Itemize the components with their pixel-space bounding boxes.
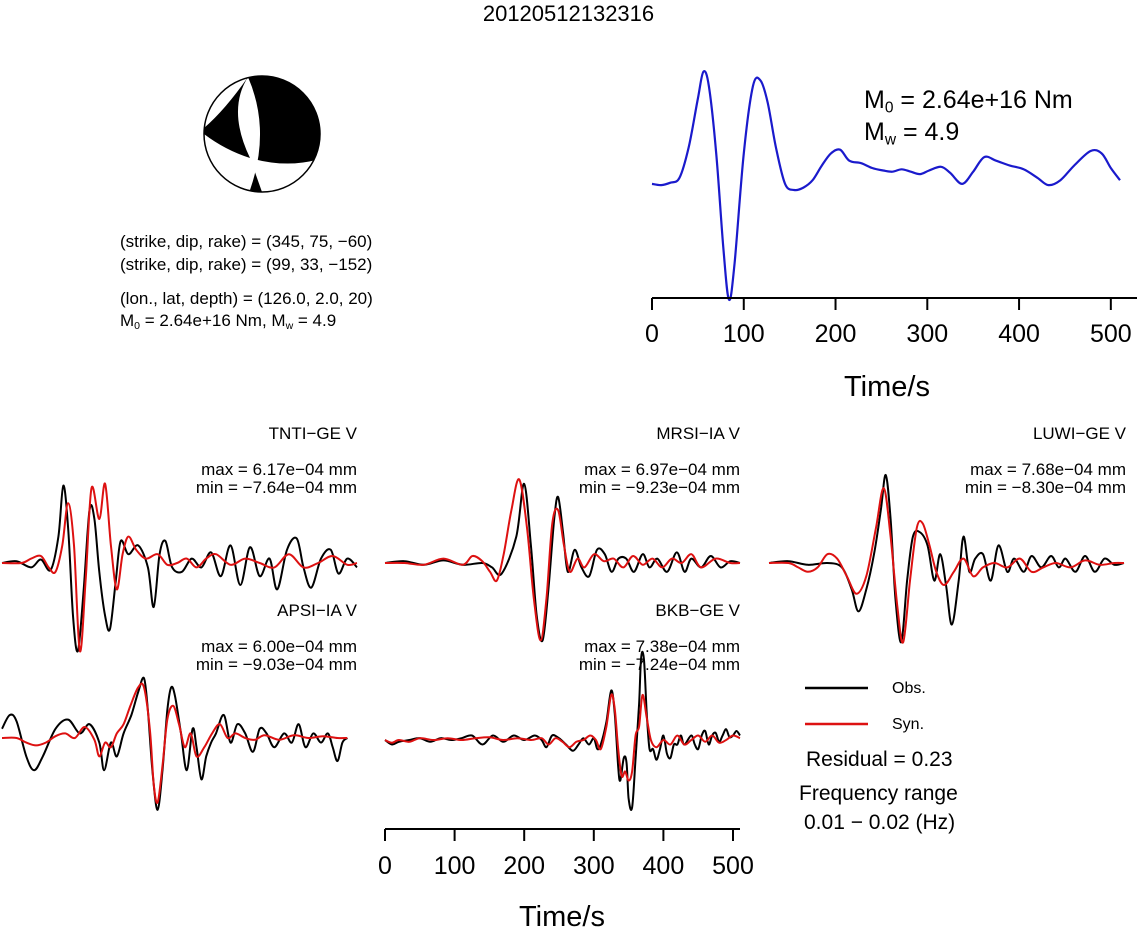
hypocenter-line: (lon., lat, depth) = (126.0, 2.0, 20) <box>120 289 373 308</box>
station-label-luwi: LUWI−GE V <box>1032 424 1126 443</box>
station-label-apsi: APSI−IA V <box>277 601 357 620</box>
station-max-bkb: max = 7.38e−04 mm <box>584 637 740 656</box>
syn-trace <box>384 478 741 642</box>
legend-obs-label: Obs. <box>892 680 926 697</box>
m0-subscript: 0 <box>134 320 141 333</box>
station-max-tnti: max = 6.17e−04 mm <box>201 460 357 479</box>
stf-m0-value: = 2.64e+16 Nm <box>893 86 1073 114</box>
obs-trace <box>1 484 358 653</box>
stf-tick-label: 500 <box>1090 320 1132 348</box>
stf-x-axis-title: Time/s <box>844 371 930 403</box>
station-label-mrsi: MRSI−IA V <box>656 424 740 443</box>
stf-line <box>651 70 1121 301</box>
station-min-bkb: min = −7.24e−04 mm <box>578 655 740 674</box>
beachball-dilatational-3 <box>203 77 248 134</box>
stf-mw-symbol: M <box>864 118 885 146</box>
beachball-dilatational-2 <box>250 158 316 193</box>
wave-tick-label: 300 <box>573 852 615 880</box>
stf-tick-label: 100 <box>723 320 765 348</box>
event-id-title: 20120512132316 <box>482 1 655 26</box>
wave-tick-label: 100 <box>434 852 476 880</box>
station-min-luwi: min = −8.30e−04 mm <box>964 478 1126 497</box>
stf-mw-value: = 4.9 <box>896 118 960 146</box>
residual-label: Residual = 0.23 <box>806 748 953 771</box>
stf-m0-subscript: 0 <box>884 99 894 117</box>
wave-tick-label: 400 <box>643 852 685 880</box>
legend-syn-label: Syn. <box>892 716 925 733</box>
nodal-plane-2: (strike, dip, rake) = (99, 33, −152) <box>120 255 373 274</box>
frequency-range-label: Frequency range <box>799 782 958 805</box>
stf-tick-label: 0 <box>645 320 659 348</box>
m0-symbol: M <box>120 311 135 330</box>
wave-tick-label: 500 <box>712 852 754 880</box>
nodal-plane-1: (strike, dip, rake) = (345, 75, −60) <box>120 232 373 251</box>
beachball-outline <box>203 75 321 193</box>
mw-value-text: = 4.9 <box>293 311 337 330</box>
stf-m0-symbol: M <box>864 86 885 114</box>
obs-trace <box>384 482 741 643</box>
syn-trace <box>1 682 348 805</box>
frequency-range-value: 0.01 − 0.02 (Hz) <box>804 811 956 834</box>
station-min-mrsi: min = −9.23e−04 mm <box>578 478 740 497</box>
stf-m0-label: M0 = 2.64e+16 Nm <box>864 88 1073 116</box>
station-label-bkb: BKB−GE V <box>655 601 740 620</box>
stf-tick-label: 200 <box>815 320 857 348</box>
obs-trace <box>1 676 349 811</box>
obs-trace <box>384 650 741 812</box>
station-label-tnti: TNTI−GE V <box>268 424 357 443</box>
station-max-apsi: max = 6.00e−04 mm <box>201 637 357 656</box>
obs-trace <box>768 473 1125 644</box>
syn-trace <box>384 693 741 782</box>
mw-subscript: w <box>285 320 294 333</box>
stf-mw-subscript: w <box>884 131 897 149</box>
stf-mw-label: Mw = 4.9 <box>864 120 959 148</box>
syn-trace <box>1 482 358 653</box>
station-min-apsi: min = −9.03e−04 mm <box>195 655 357 674</box>
wave-x-axis-title: Time/s <box>519 901 605 928</box>
stf-tick-label: 300 <box>906 320 948 348</box>
stf-tick-label: 400 <box>998 320 1040 348</box>
beachball-dilatational-1 <box>204 77 261 190</box>
moment-summary: M0 = 2.64e+16 Nm, Mw = 4.9 <box>120 312 336 332</box>
wave-tick-label: 0 <box>378 852 392 880</box>
station-max-luwi: max = 7.68e−04 mm <box>970 460 1126 479</box>
syn-trace <box>768 487 1125 644</box>
station-max-mrsi: max = 6.97e−04 mm <box>584 460 740 479</box>
m0-value-text: = 2.64e+16 Nm, M <box>140 311 286 330</box>
station-min-tnti: min = −7.64e−04 mm <box>195 478 357 497</box>
wave-tick-label: 200 <box>503 852 545 880</box>
